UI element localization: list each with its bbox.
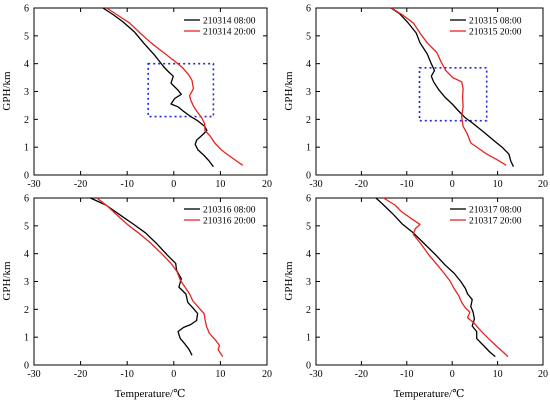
panel-1-ytick-label: 3: [24, 87, 29, 98]
panel-3-ytick-label: 0: [24, 361, 29, 372]
panel-4-xtick-label: 0: [450, 369, 455, 380]
panel-4-xtick-label: -20: [355, 369, 368, 380]
panel-3-legend-label-210316-2000: 210316 20:00: [203, 217, 256, 227]
panel-2-xtick-label: -10: [400, 179, 413, 190]
panel-4-ytick-label: 4: [306, 249, 311, 260]
panel-2-xtick-label: 10: [493, 179, 503, 190]
panel-4-ytick-label: 1: [306, 333, 311, 344]
panel-3-legend-label-210316-0800: 210316 08:00: [203, 206, 256, 216]
panel-4-ytick-label: 0: [306, 361, 311, 372]
panel-3-series-morning-line: [90, 197, 199, 356]
panel-3-xtick-label: -20: [74, 369, 87, 380]
panel-3-xtick-label: 20: [262, 369, 272, 380]
panel-1-ytick-label: 2: [24, 115, 29, 126]
panel-1-ytick-label: 6: [24, 4, 29, 15]
panel-1-series-morning-line: [102, 7, 214, 168]
panel-2-series-evening-line: [391, 7, 507, 166]
panel-4-xtick-label: -30: [309, 369, 322, 380]
panel-3-ytick-label: 6: [24, 194, 29, 205]
panel-1-legend-label-210314-0800: 210314 08:00: [203, 17, 256, 27]
panel-2-legend-label-210315-2000: 210315 20:00: [469, 28, 522, 38]
panel-3-series-evening-line: [96, 197, 224, 357]
x-axis-title-1: Temperature/℃: [115, 388, 186, 400]
panel-4-xtick-label: -10: [400, 369, 413, 380]
panel-4-legend-label-210317-2000: 210317 20:00: [469, 217, 522, 227]
panel-2-xtick-label: 0: [450, 179, 455, 190]
panel-2-ytick-label: 6: [306, 4, 311, 15]
panel-3-ytick-label: 1: [24, 333, 29, 344]
panel-2-xtick-label: -20: [355, 179, 368, 190]
panel-3-ytick-label: 4: [24, 249, 29, 260]
panel-3-ytick-label: 5: [24, 221, 29, 232]
panel-1-series-evening-line: [106, 7, 244, 166]
panel-3-xtick-label: 10: [215, 369, 225, 380]
y-axis-title-2: GPH/km: [283, 71, 295, 111]
x-axis-title-2: Temperature/℃: [394, 388, 465, 400]
panel-4-ytick-label: 3: [306, 277, 311, 288]
panel-3-xtick-label: -30: [27, 369, 40, 380]
panel-1-highlight-box: [147, 62, 215, 118]
panel-4-xtick-label: 10: [493, 369, 503, 380]
panel-4-ytick-label: 2: [306, 305, 311, 316]
panel-2-ytick-label: 1: [306, 143, 311, 154]
panel-1-ytick-label: 4: [24, 59, 29, 70]
panel-2-series-morning-line: [390, 7, 515, 167]
panel-3-ytick-label: 2: [24, 305, 29, 316]
panel-3-xtick-label: -10: [121, 369, 134, 380]
panel-1-xtick-label: -10: [121, 179, 134, 190]
panel-1-xtick-label: 20: [262, 179, 272, 190]
panel-1-xtick-label: -30: [27, 179, 40, 190]
panel-2-ytick-label: 4: [306, 59, 311, 70]
panel-2-ytick-label: 0: [306, 171, 311, 182]
panel-1-xtick-label: -20: [74, 179, 87, 190]
panel-4-xtick-label: 20: [538, 369, 548, 380]
y-axis-title-3: GPH/km: [1, 261, 13, 301]
panel-2-legend-label-210315-0800: 210315 08:00: [469, 17, 522, 27]
y-axis-title-1: GPH/km: [1, 71, 13, 111]
panel-4-ytick-label: 6: [306, 194, 311, 205]
panel-4-legend-label-210317-0800: 210317 08:00: [469, 206, 522, 216]
panel-2-highlight-box: [418, 67, 488, 122]
panel-1-ytick-label: 1: [24, 143, 29, 154]
panel-2-xtick-label: -30: [309, 179, 322, 190]
panel-2-xtick-label: 20: [538, 179, 548, 190]
panel-1-xtick-label: 0: [171, 179, 176, 190]
panel-2-ytick-label: 5: [306, 31, 311, 42]
panel-1-xtick-label: 10: [215, 179, 225, 190]
y-axis-title-4: GPH/km: [283, 261, 295, 301]
panel-1-ytick-label: 0: [24, 171, 29, 182]
panel-4-ytick-label: 5: [306, 221, 311, 232]
panel-1-legend-label-210314-2000: 210314 20:00: [203, 28, 256, 38]
panel-1-ytick-label: 5: [24, 31, 29, 42]
panel-2-ytick-label: 2: [306, 115, 311, 126]
panel-4-series-morning-line: [375, 197, 496, 358]
panel-4-series-evening-line: [383, 197, 509, 358]
panel-3-xtick-label: 0: [171, 369, 176, 380]
panel-2-ytick-label: 3: [306, 87, 311, 98]
panel-3-ytick-label: 3: [24, 277, 29, 288]
